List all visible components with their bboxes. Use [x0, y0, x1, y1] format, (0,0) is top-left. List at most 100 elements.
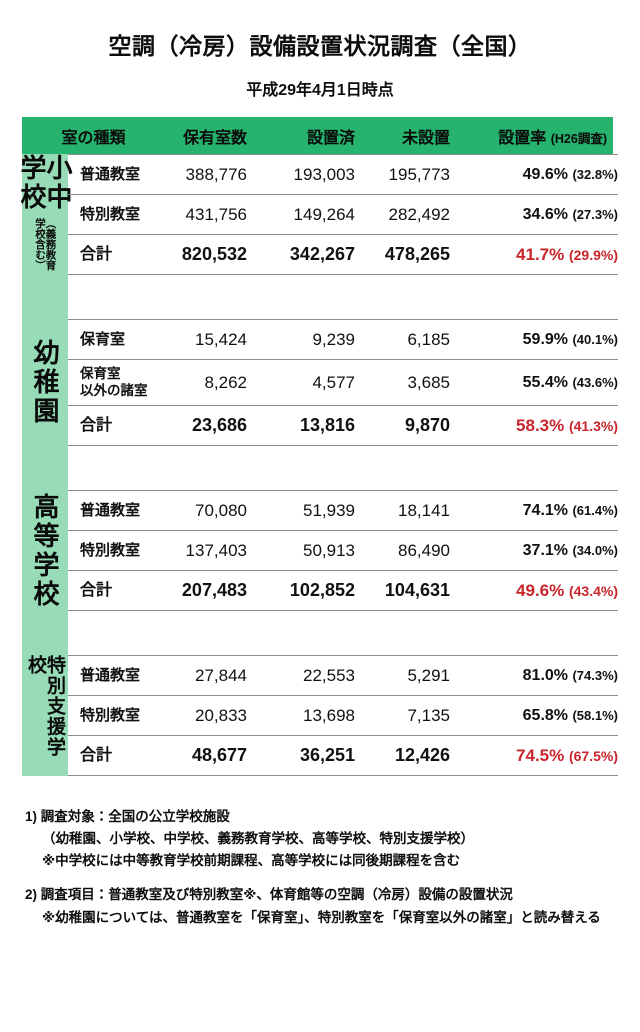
rate-h26: (43.6%): [572, 374, 618, 390]
rate-h26: (41.3%): [568, 417, 618, 434]
not-installed-value: 104,631: [384, 580, 450, 600]
school-group: 高等学校 普通教室 70,080 51,939 18,141 74.1% (61.4%) 特…: [22, 490, 618, 611]
group-gap: [22, 446, 618, 490]
header-room-type: 室の種類: [61, 129, 126, 147]
group-rows: 保育室 15,424 9,239 6,185 59.9% (40.1%) 保育室 以外の諸室…: [68, 319, 618, 446]
rate-h26: (61.4%): [572, 502, 618, 518]
table-row: 普通教室 27,844 22,553 5,291 81.0% (74.3%): [68, 656, 618, 696]
not-installed-value: 5,291: [407, 665, 450, 685]
row-label: 保育室 以外の諸室: [80, 366, 148, 398]
table-row: 合計 23,686 13,816 9,870 58.3% (41.3%): [68, 406, 618, 446]
group-sidebar: 幼稚園: [22, 319, 68, 446]
sidebar-strip: [22, 446, 68, 490]
page-title: 空調（冷房）設備設置状況調査（全国）: [108, 33, 532, 59]
group-label: 特別支援学校: [25, 655, 65, 776]
group-name: 幼稚園: [30, 339, 60, 426]
owned-rooms-value: 388,776: [185, 164, 247, 184]
rate-h26: (58.1%): [572, 707, 618, 723]
install-rate-value: 59.9% (40.1%): [450, 331, 618, 349]
rate-current: 58.3%: [516, 415, 565, 435]
install-rate-value: 74.5% (67.5%): [450, 746, 618, 766]
row-label: 普通教室: [80, 501, 141, 519]
not-installed-value: 6,185: [407, 329, 450, 349]
installed-value: 51,939: [303, 500, 355, 520]
table-row: 特別教室 431,756 149,264 282,492 34.6% (27.3%): [68, 195, 618, 235]
rate-current: 41.7%: [516, 244, 565, 264]
sidebar-strip: [22, 275, 68, 319]
header-install-rate: 設置率 (H26調査): [450, 124, 613, 148]
rate-h26: (40.1%): [572, 331, 618, 347]
table-row: 普通教室 70,080 51,939 18,141 74.1% (61.4%): [68, 491, 618, 531]
install-rate-value: 37.1% (34.0%): [450, 542, 618, 560]
group-name: 特別支援学校: [25, 655, 65, 758]
rate-current: 81.0%: [522, 666, 569, 684]
group-rows: 普通教室 388,776 193,003 195,773 49.6% (32.8%) 特別…: [68, 154, 618, 275]
rate-h26: (27.3%): [572, 206, 618, 222]
table-row: 合計 48,677 36,251 12,426 74.5% (67.5%): [68, 736, 618, 776]
group-sidebar: 小中学校 （義務教育学校含む）: [17, 154, 73, 275]
installed-value: 36,251: [299, 745, 355, 765]
header-rate-h26-note: (H26調査): [550, 131, 607, 146]
install-rate-value: 55.4% (43.6%): [450, 374, 618, 392]
owned-rooms-value: 8,262: [204, 372, 247, 392]
install-rate-value: 49.6% (43.4%): [450, 581, 618, 601]
owned-rooms-value: 20,833: [195, 705, 247, 725]
table-row: 普通教室 388,776 193,003 195,773 49.6% (32.8%): [68, 155, 618, 195]
install-rate-value: 65.8% (58.1%): [450, 707, 618, 725]
rate-current: 65.8%: [522, 706, 569, 724]
row-label: 特別教室: [80, 205, 141, 223]
group-name: 高等学校: [30, 492, 60, 609]
sidebar-strip: [22, 611, 68, 655]
rate-current: 49.6%: [522, 165, 569, 183]
owned-rooms-value: 27,844: [195, 665, 247, 685]
footnote-line: 2) 調査項目：普通教室及び特別教室※、体育館等の空調（冷房）設備の設置状況: [25, 887, 513, 903]
row-label: 合計: [80, 245, 113, 263]
owned-rooms-value: 70,080: [195, 500, 247, 520]
install-rate-value: 58.3% (41.3%): [450, 416, 618, 436]
page-subtitle: 平成29年4月1日時点: [246, 82, 394, 99]
group-name: 小中学校: [17, 154, 73, 212]
owned-rooms-value: 207,483: [181, 580, 247, 600]
row-label: 保育室: [80, 330, 126, 348]
header-not-installed: 未設置: [401, 129, 450, 147]
footnotes: 1) 調査対象：全国の公立学校施設 （幼稚園、小学校、中学校、義務教育学校、高等学…: [25, 806, 615, 929]
rate-h26: (29.9%): [568, 246, 618, 263]
not-installed-value: 195,773: [388, 164, 450, 184]
rate-current: 49.6%: [516, 580, 565, 600]
not-installed-value: 7,135: [407, 705, 450, 725]
group-sidebar: 高等学校: [22, 490, 68, 611]
footnote-subline: （幼稚園、小学校、中学校、義務教育学校、高等学校、特別支援学校）: [42, 831, 474, 847]
group-label: 小中学校 （義務教育学校含む）: [17, 154, 73, 275]
not-installed-value: 3,685: [407, 372, 450, 392]
school-group: 小中学校 （義務教育学校含む） 普通教室 388,776 193,003 195,773 4…: [17, 154, 618, 275]
rate-h26: (34.0%): [572, 542, 618, 558]
installed-value: 13,816: [299, 415, 355, 435]
group-sidebar: 特別支援学校: [22, 655, 68, 776]
owned-rooms-value: 431,756: [185, 204, 247, 224]
row-label: 特別教室: [80, 541, 141, 559]
installed-value: 22,553: [303, 665, 355, 685]
not-installed-value: 282,492: [388, 204, 450, 224]
table-row: 特別教室 20,833 13,698 7,135 65.8% (58.1%): [68, 696, 618, 736]
not-installed-value: 86,490: [398, 540, 450, 560]
row-label: 合計: [80, 746, 113, 764]
table-row: 合計 820,532 342,267 478,265 41.7% (29.9%): [68, 235, 618, 275]
not-installed-value: 12,426: [394, 745, 450, 765]
owned-rooms-value: 15,424: [195, 329, 247, 349]
install-rate-value: 34.6% (27.3%): [450, 206, 618, 224]
installed-value: 50,913: [303, 540, 355, 560]
install-rate-value: 81.0% (74.3%): [450, 667, 618, 685]
row-label: 合計: [80, 416, 113, 434]
footnote-line: 1) 調査対象：全国の公立学校施設: [25, 809, 230, 824]
installed-value: 9,239: [312, 329, 355, 349]
survey-table: 室の種類 保有室数 設置済 未設置 設置率 (H26調査) 小中学校 （義務教育学…: [17, 117, 618, 776]
rate-current: 59.9%: [522, 330, 569, 348]
group-name-note: （義務教育学校含む）: [34, 217, 57, 271]
installed-value: 13,698: [303, 705, 355, 725]
not-installed-value: 9,870: [404, 415, 450, 435]
installed-value: 342,267: [289, 244, 355, 264]
owned-rooms-value: 137,403: [185, 540, 247, 560]
rate-current: 55.4%: [522, 373, 569, 391]
installed-value: 102,852: [289, 580, 355, 600]
owned-rooms-value: 23,686: [191, 415, 247, 435]
